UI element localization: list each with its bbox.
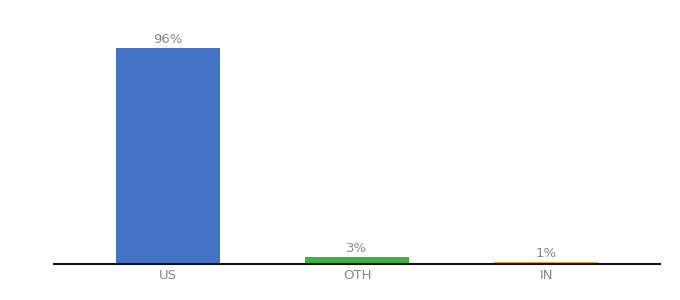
Text: 96%: 96%: [153, 33, 182, 46]
Text: 3%: 3%: [346, 242, 368, 256]
Bar: [305, 257, 409, 264]
Bar: [116, 48, 220, 264]
Text: 1%: 1%: [536, 247, 557, 260]
Bar: [494, 262, 598, 264]
